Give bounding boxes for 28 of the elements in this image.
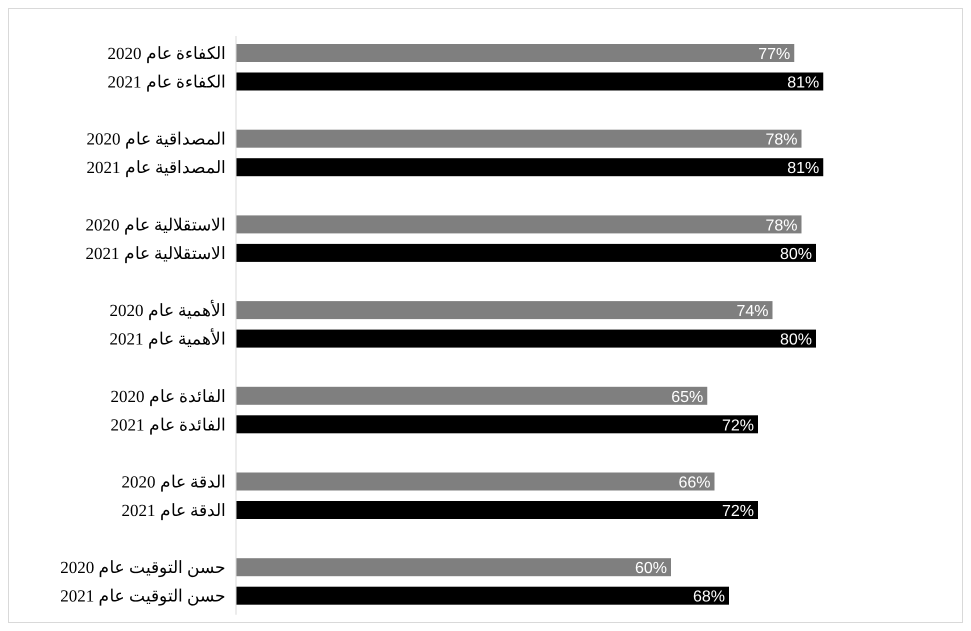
data-label: 72% [722,417,754,434]
y-tick-label: حسن التوقيت عام 2020 [60,558,226,578]
y-tick-label: حسن التوقيت عام 2021 [60,586,226,607]
data-label: 60% [634,560,667,578]
data-label: 81% [787,160,820,178]
y-tick-label: الاستقلالية عام 2021 [86,244,226,264]
y-tick-label: الأهمية عام 2020 [110,300,226,322]
data-label: 80% [780,332,812,349]
y-tick-label: الفائدة عام 2021 [110,415,226,436]
y-tick-label: الأهمية عام 2021 [110,328,226,350]
y-tick-label: الاستقلالية عام 2020 [86,215,226,236]
y-tick-label: الفائدة عام 2020 [110,386,226,407]
data-label: 80% [780,246,812,263]
y-tick-label: الكفاءة عام 2020 [108,44,226,64]
data-label: 66% [678,474,710,492]
data-label: 77% [758,46,790,63]
y-tick-label: الدقة عام 2020 [122,472,226,492]
y-tick-label: الكفاءة عام 2021 [108,72,226,92]
data-label: 65% [671,388,704,406]
y-tick-label: المصداقية عام 2021 [86,158,226,178]
data-label: 68% [692,588,725,606]
data-label: 78% [765,132,798,149]
data-label: 78% [765,217,798,234]
data-label: 74% [736,303,768,320]
data-label: 72% [722,503,754,520]
y-tick-label: المصداقية عام 2020 [86,130,226,150]
data-label: 81% [787,74,820,92]
y-tick-label: الدقة عام 2021 [122,501,226,521]
